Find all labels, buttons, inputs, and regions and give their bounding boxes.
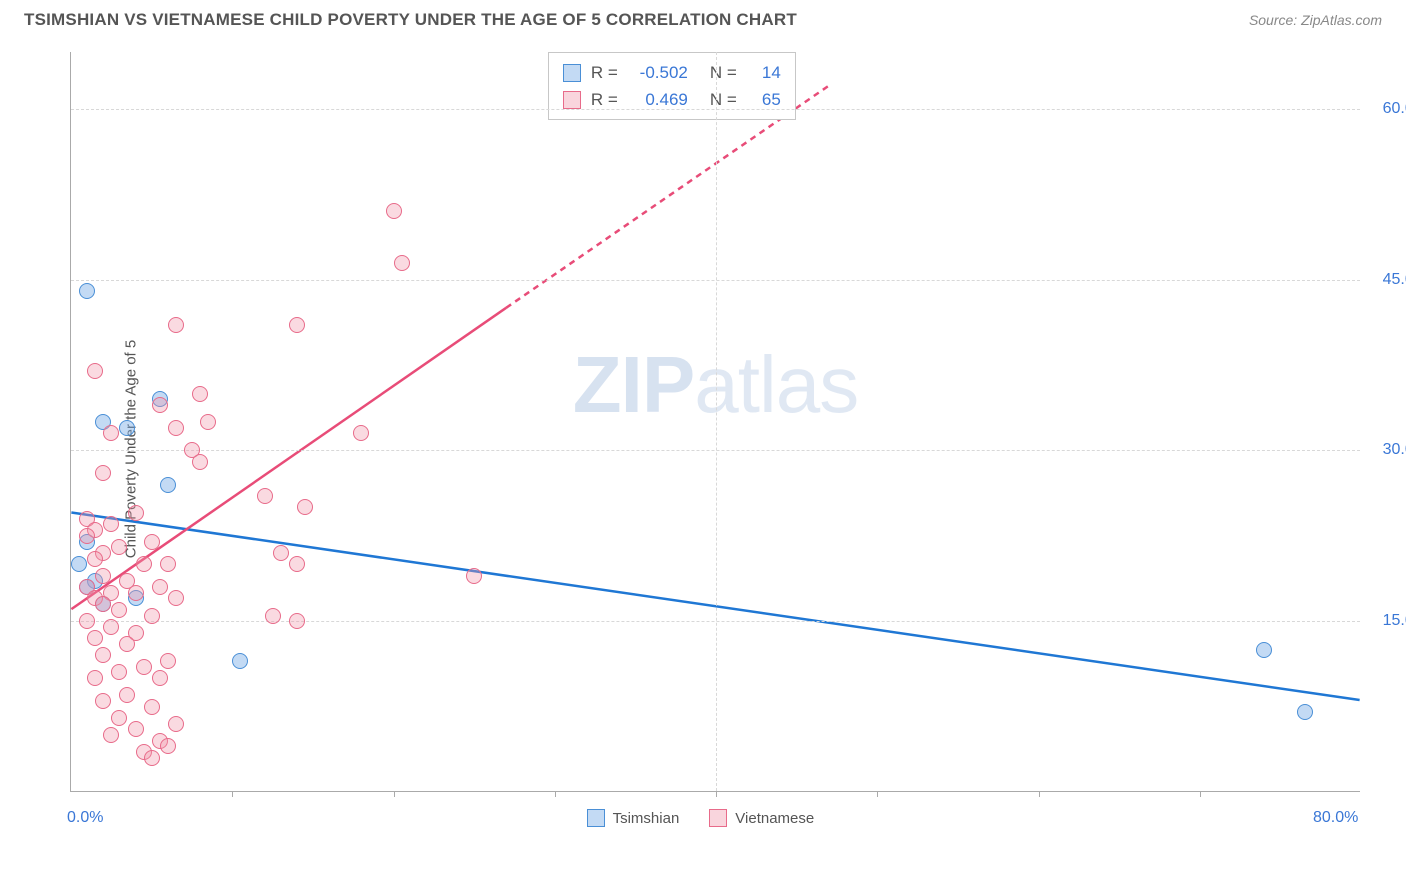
chart-header: TSIMSHIAN VS VIETNAMESE CHILD POVERTY UN… (0, 0, 1406, 36)
plot-area: ZIPatlas R = -0.502 N = 14 R = 0.469 N =… (70, 52, 1360, 792)
scatter-point-pink (95, 568, 111, 584)
scatter-point-pink (192, 454, 208, 470)
legend-swatch-pink (709, 809, 727, 827)
n-label: N = (710, 59, 737, 86)
chart-title: TSIMSHIAN VS VIETNAMESE CHILD POVERTY UN… (24, 10, 797, 30)
scatter-point-pink (466, 568, 482, 584)
x-tick-mark (232, 791, 233, 797)
scatter-point-pink (168, 590, 184, 606)
scatter-point-pink (87, 551, 103, 567)
x-tick-label: 0.0% (67, 809, 103, 827)
scatter-point-pink (386, 203, 402, 219)
chart-container: Child Poverty Under the Age of 5 ZIPatla… (40, 44, 1380, 854)
legend-item: Tsimshian (587, 809, 680, 827)
scatter-point-pink (144, 750, 160, 766)
scatter-point-pink (152, 670, 168, 686)
scatter-point-pink (289, 317, 305, 333)
scatter-point-pink (111, 539, 127, 555)
legend: Tsimshian Vietnamese (587, 809, 815, 827)
scatter-point-pink (136, 556, 152, 572)
scatter-point-pink (119, 636, 135, 652)
legend-swatch-blue (563, 64, 581, 82)
scatter-point-pink (79, 613, 95, 629)
chart-source: Source: ZipAtlas.com (1249, 12, 1382, 28)
y-tick-label: 15.0% (1383, 612, 1406, 630)
scatter-point-pink (273, 545, 289, 561)
x-tick-label: 80.0% (1313, 809, 1358, 827)
scatter-point-pink (128, 585, 144, 601)
y-tick-label: 30.0% (1383, 441, 1406, 459)
scatter-point-pink (265, 608, 281, 624)
scatter-point-pink (160, 556, 176, 572)
scatter-point-pink (95, 596, 111, 612)
scatter-point-pink (95, 693, 111, 709)
scatter-point-pink (257, 488, 273, 504)
scatter-point-pink (136, 659, 152, 675)
scatter-point-pink (128, 721, 144, 737)
scatter-point-pink (152, 579, 168, 595)
scatter-point-blue (1256, 642, 1272, 658)
scatter-point-pink (103, 425, 119, 441)
y-tick-label: 45.0% (1383, 271, 1406, 289)
scatter-point-pink (200, 414, 216, 430)
scatter-point-blue (1297, 704, 1313, 720)
legend-label: Vietnamese (735, 810, 814, 827)
scatter-point-pink (144, 699, 160, 715)
scatter-point-pink (111, 664, 127, 680)
scatter-point-pink (95, 647, 111, 663)
scatter-point-pink (192, 386, 208, 402)
scatter-point-pink (297, 499, 313, 515)
x-tick-mark (877, 791, 878, 797)
legend-swatch-blue (587, 809, 605, 827)
x-tick-mark (1200, 791, 1201, 797)
scatter-point-pink (119, 687, 135, 703)
r-label: R = (591, 59, 618, 86)
scatter-point-pink (103, 516, 119, 532)
legend-swatch-pink (563, 91, 581, 109)
scatter-point-pink (168, 420, 184, 436)
scatter-point-blue (71, 556, 87, 572)
stats-row: R = -0.502 N = 14 (563, 59, 781, 86)
watermark-zip: ZIP (573, 340, 694, 429)
scatter-point-pink (160, 653, 176, 669)
r-value: -0.502 (628, 59, 688, 86)
scatter-point-pink (111, 710, 127, 726)
scatter-point-pink (394, 255, 410, 271)
x-tick-mark (394, 791, 395, 797)
legend-label: Tsimshian (613, 810, 680, 827)
scatter-point-pink (111, 602, 127, 618)
gridline-v (716, 52, 717, 791)
scatter-point-pink (128, 505, 144, 521)
legend-item: Vietnamese (709, 809, 814, 827)
x-tick-mark (1039, 791, 1040, 797)
scatter-point-pink (87, 630, 103, 646)
scatter-point-pink (353, 425, 369, 441)
scatter-point-pink (168, 317, 184, 333)
scatter-point-pink (95, 465, 111, 481)
scatter-point-pink (87, 363, 103, 379)
scatter-point-pink (103, 619, 119, 635)
scatter-point-pink (87, 670, 103, 686)
scatter-point-blue (119, 420, 135, 436)
scatter-point-pink (144, 534, 160, 550)
scatter-point-pink (144, 608, 160, 624)
scatter-point-pink (152, 397, 168, 413)
watermark-atlas: atlas (694, 340, 858, 429)
scatter-point-pink (79, 528, 95, 544)
scatter-point-pink (103, 727, 119, 743)
scatter-point-pink (160, 738, 176, 754)
y-tick-label: 60.0% (1383, 100, 1406, 118)
x-tick-mark (555, 791, 556, 797)
scatter-point-blue (160, 477, 176, 493)
stats-box: R = -0.502 N = 14 R = 0.469 N = 65 (548, 52, 796, 120)
scatter-point-blue (232, 653, 248, 669)
scatter-point-blue (79, 283, 95, 299)
x-tick-mark (716, 791, 717, 797)
scatter-point-pink (168, 716, 184, 732)
scatter-point-pink (289, 556, 305, 572)
scatter-point-pink (289, 613, 305, 629)
n-value: 14 (747, 59, 781, 86)
